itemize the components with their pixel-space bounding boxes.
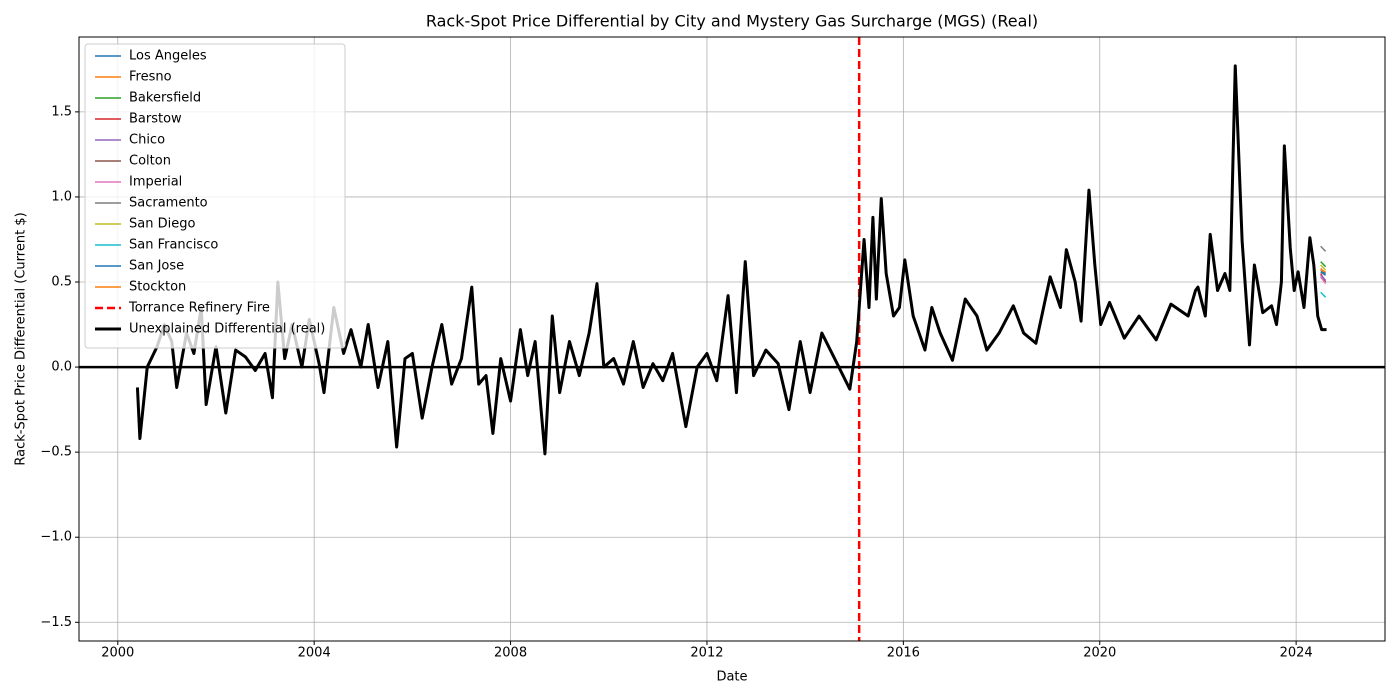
legend-label: Unexplained Differential (real)	[129, 322, 325, 337]
series-line	[1320, 271, 1327, 276]
legend-label: San Diego	[129, 217, 195, 232]
axes-frame	[78, 36, 1386, 642]
series-line	[1320, 274, 1327, 281]
x-tick-label: 2000	[101, 646, 134, 661]
legend-label: San Jose	[129, 259, 184, 274]
x-tick-label: 2004	[298, 646, 331, 661]
legend-label: Los Angeles	[129, 49, 207, 64]
series-line	[1320, 245, 1327, 252]
chart-title: Rack-Spot Price Differential by City and…	[426, 12, 1038, 31]
y-tick-label: 1.5	[51, 104, 72, 119]
legend-label: Imperial	[129, 175, 182, 190]
x-tick-label: 2024	[1280, 646, 1313, 661]
x-tick-label: 2008	[494, 646, 527, 661]
legend-label: Bakersfield	[129, 91, 201, 106]
legend-label: Colton	[129, 154, 171, 169]
series-line	[1320, 264, 1327, 271]
y-tick-label: −0.5	[40, 445, 72, 460]
series-line	[1320, 261, 1327, 268]
legend-label: Sacramento	[129, 196, 208, 211]
y-tick-label: 0.5	[51, 275, 72, 290]
x-tick-label: 2016	[887, 646, 920, 661]
x-axis-label: Date	[716, 670, 747, 685]
legend-label: Barstow	[129, 112, 182, 127]
legend-label: Stockton	[129, 280, 186, 295]
plot-area	[135, 37, 1327, 641]
y-tick-label: −1.5	[40, 615, 72, 630]
series-line	[1320, 276, 1327, 285]
legend-box	[84, 43, 346, 349]
legend-label: Fresno	[129, 70, 172, 85]
y-tick-label: 1.0	[51, 189, 72, 204]
x-tick-label: 2020	[1083, 646, 1116, 661]
y-tick-label: −1.0	[40, 530, 72, 545]
series-line	[1320, 291, 1327, 298]
legend-label: Chico	[129, 133, 165, 148]
legend-label: San Francisco	[129, 238, 218, 253]
x-tick-label: 2012	[690, 646, 723, 661]
series-line	[1320, 269, 1326, 273]
y-tick-label: 0.0	[51, 360, 72, 375]
legend-label: Torrance Refinery Fire	[128, 301, 270, 316]
series-line	[135, 64, 1327, 456]
y-axis-label: Rack-Spot Price Differential (Current $)	[14, 212, 29, 465]
